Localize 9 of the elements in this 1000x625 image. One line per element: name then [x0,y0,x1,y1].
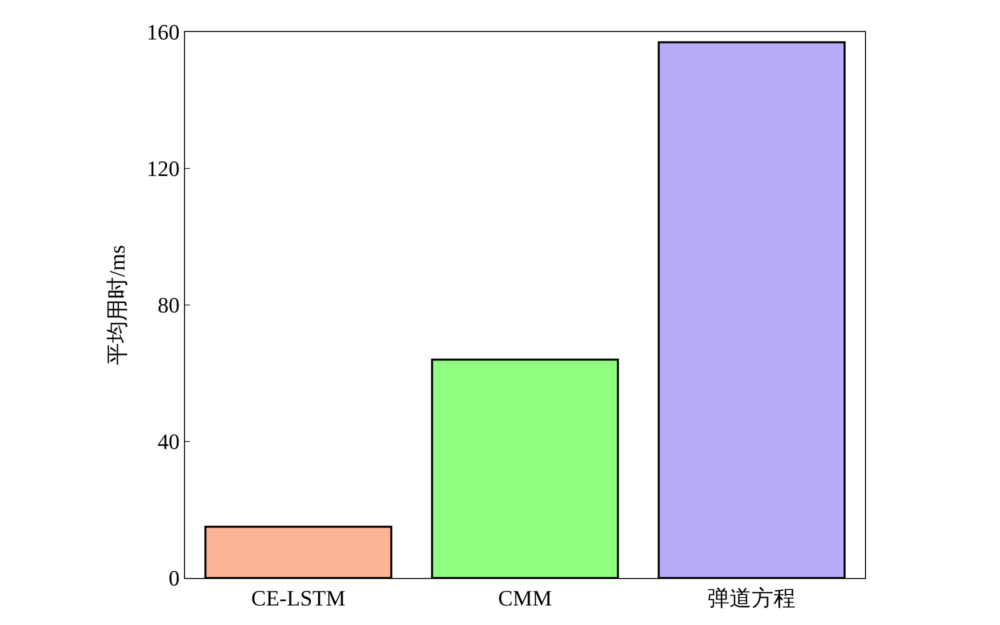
x-tick-label: 弹道方程 [708,585,796,610]
y-tick-label: 160 [146,20,180,45]
y-tick-label: 120 [146,156,180,182]
x-tick-label: CMM [498,585,552,610]
x-tick-label: CE-LSTM [251,585,346,610]
y-tick-label: 40 [158,429,180,454]
y-tick-label: 0 [168,566,180,591]
y-tick-label: 80 [158,292,180,318]
y-axis-title: 平均用时/ms [104,245,130,365]
